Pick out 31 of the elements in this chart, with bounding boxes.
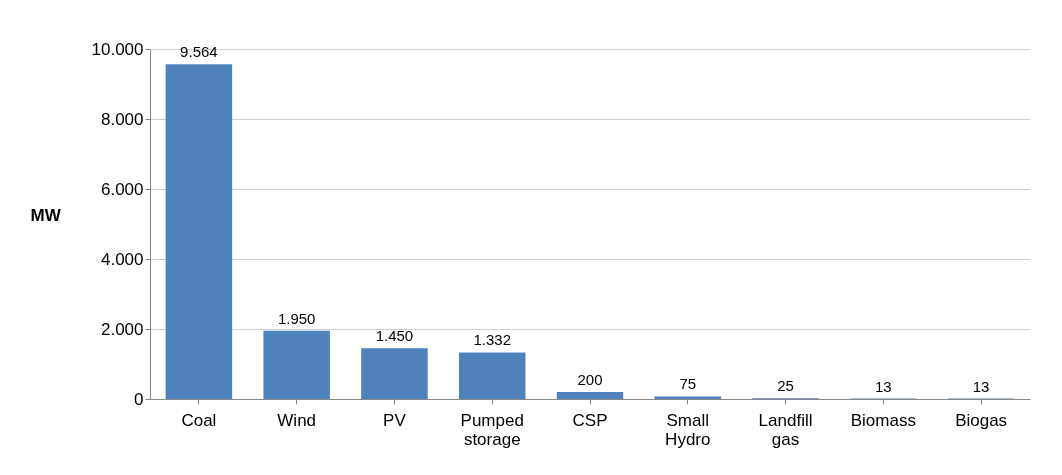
data-label: 1.332 (473, 331, 511, 349)
x-tick-label: PV (383, 410, 407, 430)
y-axis-title: MW (30, 205, 62, 225)
y-tick-label: 8.000 (100, 109, 144, 129)
bar (263, 330, 330, 399)
data-label: 1.950 (277, 309, 316, 327)
x-tick-label: Pumped storage (460, 410, 524, 449)
x-tick-label: Coal (181, 410, 217, 430)
data-label: 9.564 (180, 43, 218, 61)
y-tick-label: 10.000 (91, 39, 144, 59)
data-label: 13 (972, 377, 990, 395)
bar (361, 348, 428, 399)
bar (165, 64, 233, 399)
x-tick-label: Landfill gas (758, 410, 813, 449)
bar (654, 396, 722, 399)
data-label: 13 (874, 377, 892, 395)
y-tick-label: 0 (134, 389, 144, 409)
y-tick-label: 2.000 (100, 319, 144, 339)
x-tick-label: Small Hydro (665, 410, 711, 449)
data-label: 75 (679, 375, 697, 393)
x-tick-label: Biomass (850, 410, 916, 430)
x-tick-label: CSP (572, 410, 608, 430)
data-label: 25 (777, 377, 794, 395)
y-tick-label: 4.000 (100, 249, 144, 269)
y-tick-label: 6.000 (100, 179, 144, 199)
bar (556, 392, 624, 399)
data-label: 1.450 (375, 327, 414, 345)
data-label: 200 (577, 371, 603, 388)
x-tick-label: Wind (277, 410, 317, 430)
bar (458, 352, 526, 399)
x-tick-label: Biogas (955, 410, 1008, 430)
